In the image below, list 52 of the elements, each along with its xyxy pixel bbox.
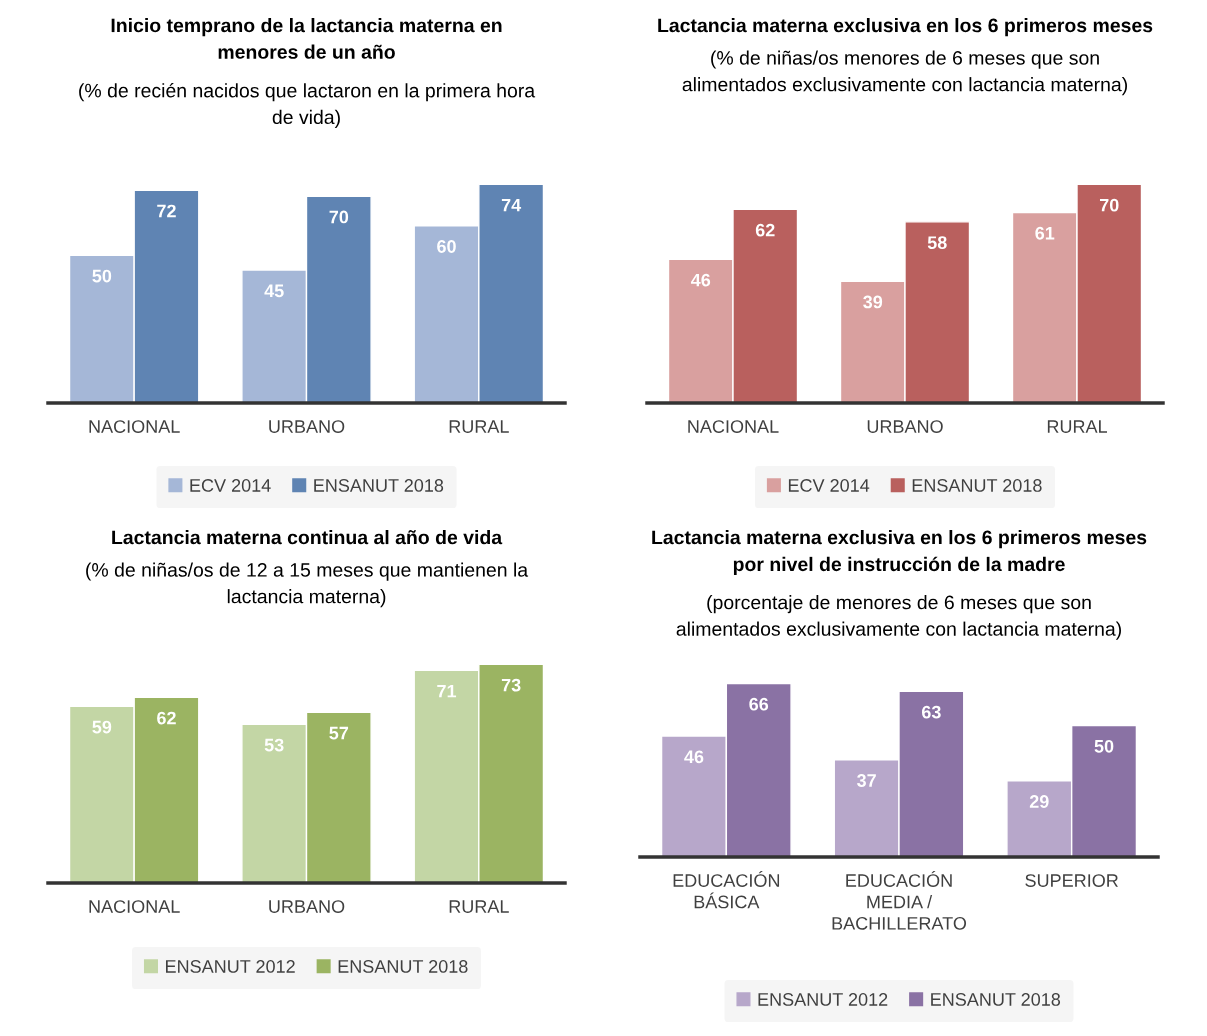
legend-label: ENSANUT 2018	[931, 993, 1061, 1006]
x-tick-label: NACIONAL	[89, 420, 180, 433]
x-tick-label: RURAL	[1047, 420, 1107, 433]
chart-subtitle: (% de recién nacidos que lactaron en la primera hora de vida)	[79, 83, 536, 128]
x-tick-label: EDUCACIÓN MEDIA / BACHILLERATO	[832, 871, 967, 930]
chart-subtitle: (porcentaje de menores de 6 meses que son alimentados exclusivamente con lactancia materna)	[676, 595, 1121, 640]
x-tick-label: URBANO	[269, 900, 345, 913]
data-label: 50	[1094, 739, 1114, 753]
chart-title: Lactancia materna continua al año de vida	[112, 530, 503, 545]
chart-title: Inicio temprano de la lactancia materna en menores de un año	[111, 18, 502, 59]
x-tick-label: URBANO	[269, 420, 345, 433]
data-label: 61	[1035, 226, 1055, 240]
data-label: 62	[157, 711, 176, 725]
chart-title: Lactancia materna exclusiva en los 6 primeros meses	[658, 18, 1153, 37]
chart-subtitle: (% de niñas/os menores de 6 meses que son alimentados exclusivamente con lactancia materna)	[682, 50, 1127, 96]
legend-label: ENSANUT 2012	[166, 960, 295, 973]
chart-subtitle: (% de niñas/os de 12 a 15 meses que mantienen la lactancia materna)	[86, 562, 529, 608]
data-label: 73	[501, 678, 521, 692]
x-tick-label: NACIONAL	[688, 420, 779, 433]
x-tick-label: RURAL	[449, 900, 509, 913]
data-label: 72	[157, 204, 176, 218]
data-label: 58	[927, 236, 947, 249]
data-label: 57	[329, 726, 349, 740]
x-tick-label: EDUCACIÓN BÁSICA	[673, 871, 780, 909]
chart-title: Lactancia materna exclusiva en los 6 primeros meses por nivel de instrucción de la madre	[652, 530, 1147, 575]
data-label: 29	[1029, 795, 1049, 808]
legend-label: ECV 2014	[190, 479, 271, 492]
legend-label: ENSANUT 2018	[314, 479, 444, 492]
data-label: 70	[1099, 198, 1119, 212]
x-tick-label: NACIONAL	[89, 900, 180, 913]
data-label: 45	[264, 284, 284, 298]
data-label: 66	[749, 697, 769, 711]
data-label: 37	[857, 774, 876, 787]
x-tick-label: SUPERIOR	[1025, 874, 1118, 887]
legend-label: ECV 2014	[788, 479, 870, 492]
data-label: 46	[684, 750, 704, 764]
data-label: 60	[437, 240, 456, 253]
data-label: 50	[92, 269, 112, 283]
data-label: 63	[921, 705, 941, 719]
data-label: 71	[437, 684, 457, 698]
x-tick-label: RURAL	[449, 420, 509, 433]
data-label: 39	[863, 295, 883, 309]
data-label: 53	[264, 738, 284, 752]
x-tick-label: URBANO	[867, 420, 943, 433]
data-label: 62	[755, 223, 775, 237]
legend-label: ENSANUT 2012	[758, 993, 888, 1006]
data-label: 46	[690, 273, 711, 287]
legend-label: ENSANUT 2018	[912, 479, 1042, 492]
data-label: 59	[92, 720, 112, 734]
data-label: 70	[329, 210, 349, 224]
legend-label: ENSANUT 2018	[338, 960, 468, 973]
data-label: 74	[501, 198, 522, 212]
